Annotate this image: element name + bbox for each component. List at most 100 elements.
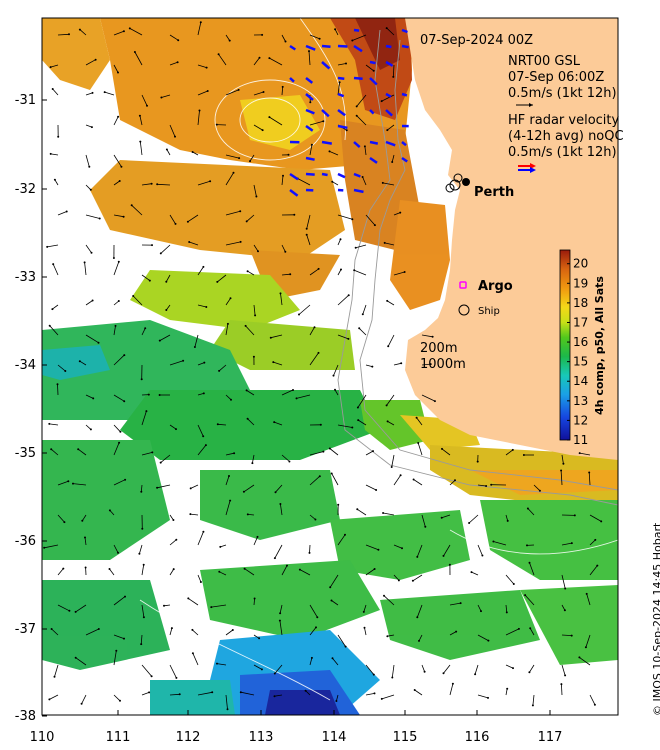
current-arrow-head bbox=[98, 217, 101, 220]
hf-radar-arrow bbox=[321, 61, 331, 70]
current-arrow bbox=[197, 574, 202, 583]
current-arrow-head bbox=[289, 273, 292, 276]
current-arrow bbox=[104, 91, 115, 96]
hf-radar-arrow bbox=[353, 76, 363, 81]
current-arrow bbox=[449, 683, 454, 696]
current-arrow bbox=[579, 657, 591, 666]
current-arrow-head bbox=[337, 503, 340, 506]
current-arrow-head bbox=[288, 460, 291, 463]
current-arrow-head bbox=[246, 417, 249, 420]
current-arrow-head bbox=[170, 627, 173, 630]
model-name-label: NRT00 GSL bbox=[508, 54, 581, 69]
current-arrow bbox=[225, 694, 228, 710]
current-arrow-head bbox=[413, 689, 416, 691]
current-arrow bbox=[332, 658, 339, 666]
current-arrow-head bbox=[380, 697, 383, 700]
current-arrow-head bbox=[174, 222, 177, 225]
current-arrow-head bbox=[356, 406, 359, 409]
current-arrow-head bbox=[176, 61, 179, 64]
current-arrow bbox=[474, 664, 479, 675]
model-current-arrows bbox=[43, 21, 603, 711]
current-arrow-head bbox=[305, 227, 308, 230]
current-arrow bbox=[387, 421, 395, 426]
current-arrow bbox=[216, 663, 227, 666]
current-arrow-head bbox=[122, 215, 125, 218]
current-arrow-head bbox=[148, 279, 151, 282]
current-arrow bbox=[139, 141, 143, 156]
current-arrow bbox=[269, 116, 283, 126]
current-arrow-head bbox=[451, 682, 454, 685]
current-arrow bbox=[337, 269, 342, 276]
current-arrow-head bbox=[269, 336, 272, 339]
current-arrow bbox=[85, 244, 92, 254]
current-arrow bbox=[524, 594, 535, 606]
current-arrow-head bbox=[123, 354, 126, 357]
current-arrow-head bbox=[258, 637, 261, 640]
current-arrow-head bbox=[318, 475, 321, 478]
current-arrow bbox=[281, 273, 291, 276]
current-arrow bbox=[274, 664, 283, 674]
current-arrow bbox=[169, 627, 173, 636]
current-arrow bbox=[81, 514, 87, 522]
current-arrow bbox=[113, 154, 122, 167]
current-arrow-head bbox=[103, 91, 106, 94]
current-arrow bbox=[309, 34, 320, 40]
current-arrow-head bbox=[138, 114, 141, 117]
current-arrow-head bbox=[203, 361, 206, 364]
current-arrow-head bbox=[412, 478, 415, 481]
current-arrow bbox=[57, 211, 67, 216]
current-arrow bbox=[309, 451, 324, 456]
current-arrow-head bbox=[48, 698, 51, 701]
current-arrow bbox=[383, 595, 395, 606]
current-arrow-head bbox=[298, 313, 300, 316]
current-arrow bbox=[309, 604, 318, 618]
current-arrow-head bbox=[233, 452, 236, 455]
current-arrow bbox=[85, 214, 100, 219]
current-arrow-head bbox=[386, 635, 389, 638]
current-arrow bbox=[309, 514, 316, 520]
current-arrow bbox=[197, 266, 204, 276]
current-arrow-head bbox=[317, 351, 320, 354]
current-arrow bbox=[449, 602, 461, 606]
current-arrow-head bbox=[165, 148, 168, 151]
current-arrow-head bbox=[564, 674, 567, 677]
current-arrow bbox=[352, 34, 367, 41]
current-arrow-head bbox=[53, 178, 56, 181]
current-arrow bbox=[50, 448, 59, 456]
current-arrow-head bbox=[97, 341, 100, 344]
current-arrow-head bbox=[528, 561, 531, 564]
current-arrow-head bbox=[117, 300, 120, 302]
current-arrow-head bbox=[119, 699, 121, 702]
hf-radar-arrow bbox=[369, 156, 378, 164]
current-arrow bbox=[281, 175, 284, 186]
current-arrow bbox=[421, 514, 426, 527]
current-arrow bbox=[355, 244, 367, 249]
current-arrow-head bbox=[138, 552, 141, 555]
hf-radar-arrow bbox=[353, 44, 363, 53]
current-arrow bbox=[354, 269, 367, 276]
current-arrow bbox=[336, 694, 339, 702]
current-arrow bbox=[225, 452, 235, 456]
current-arrow bbox=[279, 620, 283, 636]
current-arrow bbox=[365, 664, 375, 675]
current-arrow bbox=[365, 450, 374, 456]
current-arrow-head bbox=[273, 421, 276, 424]
current-arrow-head bbox=[175, 538, 178, 541]
current-arrow-head bbox=[345, 129, 348, 132]
current-arrow-head bbox=[373, 224, 376, 227]
current-arrow bbox=[281, 565, 288, 576]
current-arrow-head bbox=[146, 104, 148, 107]
current-arrow-head bbox=[67, 480, 70, 483]
current-arrow-head bbox=[144, 327, 147, 330]
x-tick-label: 116 bbox=[465, 730, 490, 745]
current-arrow bbox=[75, 604, 87, 613]
model-scale-arrow bbox=[516, 103, 533, 107]
current-arrow bbox=[334, 389, 339, 396]
current-arrow-head bbox=[178, 693, 181, 696]
colorbar-tick-label: 15 bbox=[573, 355, 588, 369]
current-arrow-head bbox=[570, 634, 573, 637]
current-arrow-head bbox=[251, 462, 254, 465]
current-arrow bbox=[169, 61, 178, 66]
hf-radar-arrow bbox=[321, 109, 330, 118]
current-arrow-head bbox=[318, 37, 321, 40]
